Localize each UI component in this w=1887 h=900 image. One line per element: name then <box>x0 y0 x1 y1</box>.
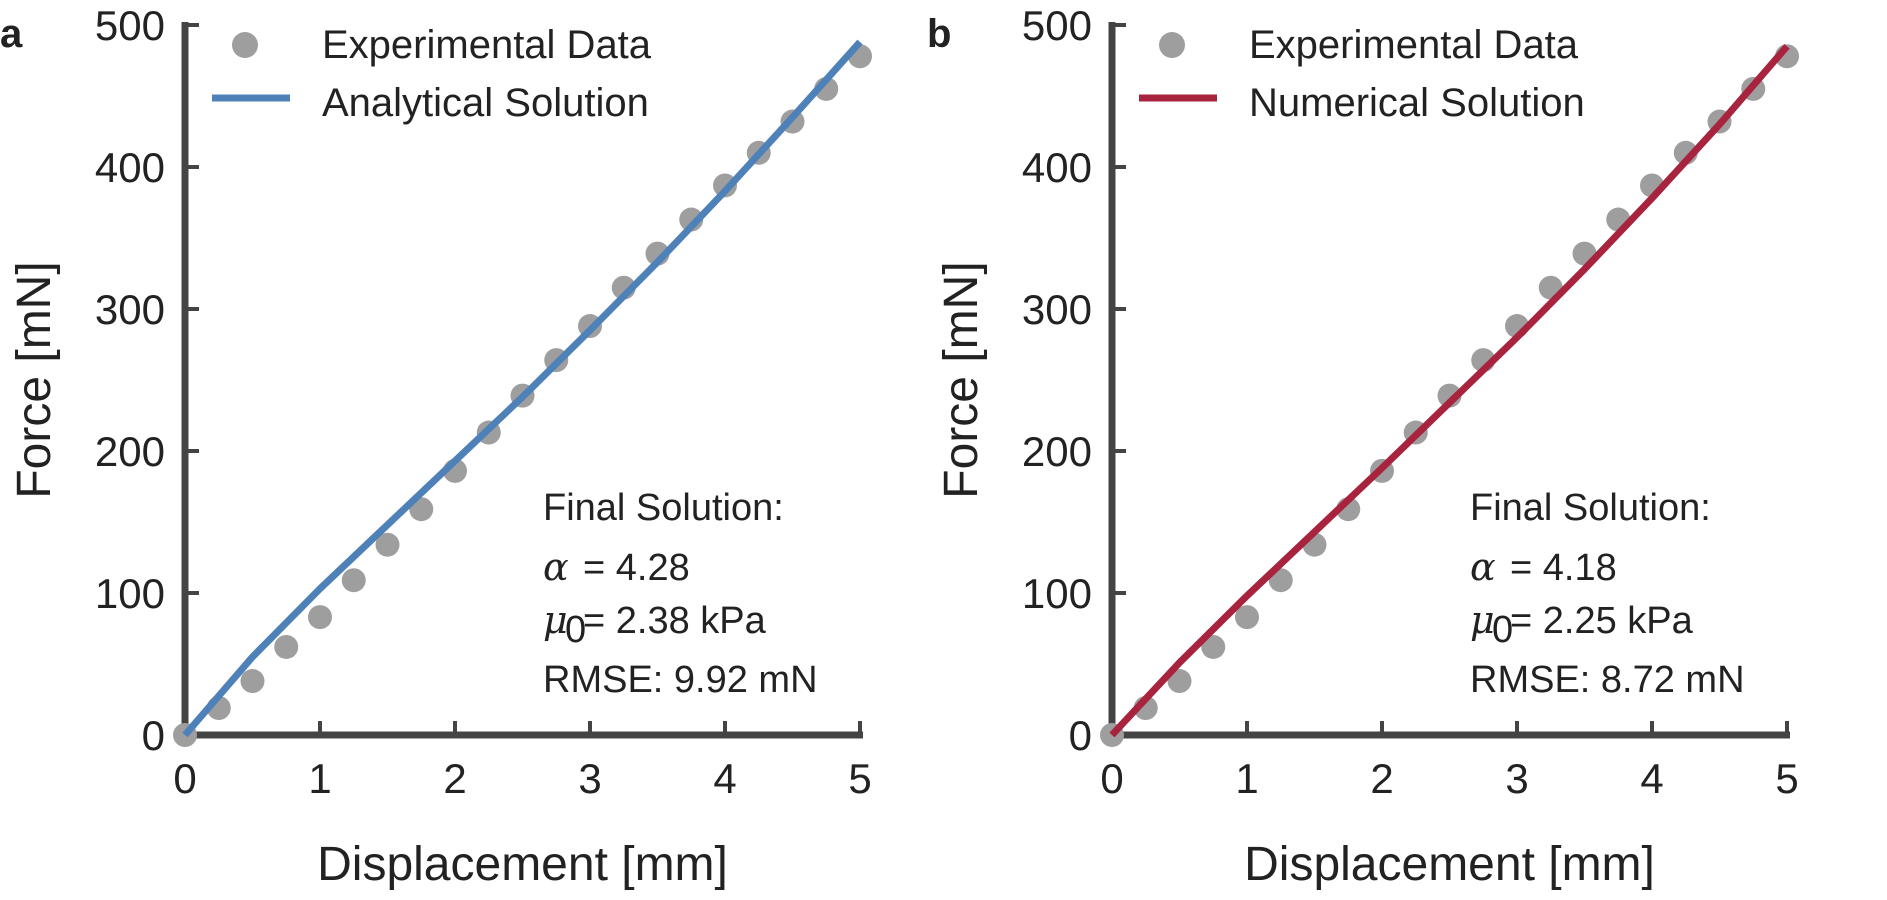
y-tick-label: 200 <box>95 428 165 475</box>
data-point <box>1201 634 1226 659</box>
y-tick-label: 0 <box>1069 712 1092 759</box>
y-tick-label: 300 <box>1022 286 1092 333</box>
rmse-value: RMSE: 8.72 mN <box>1470 659 1745 701</box>
mu-symbol: μ <box>543 598 568 642</box>
annotation: Final Solution: α = 4.18 μ0= 2.25 kPa RMSE: … <box>1470 487 1745 701</box>
alpha-value: = 4.18 <box>1510 547 1617 589</box>
data-point <box>1235 605 1259 630</box>
data-point <box>375 532 400 557</box>
panel-letter: a <box>0 12 23 56</box>
x-tick-label: 5 <box>848 755 871 802</box>
x-tick-label: 5 <box>1775 755 1798 802</box>
x-tick-label: 3 <box>1505 755 1528 802</box>
y-tick-label: 200 <box>1022 428 1092 475</box>
y-tick-label: 500 <box>1022 2 1092 49</box>
y-tick-label: 400 <box>95 144 165 191</box>
x-tick-label: 0 <box>173 755 196 802</box>
y-tick-label: 100 <box>1022 570 1092 617</box>
chart-panel-b: b 0 1 2 3 4 5 0 100 200 300 400 500 Displacement [mm]… <box>927 2 1799 891</box>
y-tick-label: 500 <box>95 2 165 49</box>
mu-symbol: μ <box>1470 598 1495 642</box>
legend-marker <box>232 32 258 58</box>
y-tick-label: 0 <box>142 712 165 759</box>
x-axis-title: Displacement [mm] <box>317 838 728 891</box>
legend-label: Analytical Solution <box>322 81 649 125</box>
legend: Experimental Data Analytical Solution <box>212 23 652 125</box>
annotation: Final Solution: α = 4.28 μ0= 2.38 kPa RMSE: … <box>543 487 818 701</box>
x-tick-label: 0 <box>1100 755 1123 802</box>
chart-panel-a: a 0 1 2 3 4 5 0 100 200 300 400 500 Displacement [mm]… <box>0 2 872 891</box>
x-tick-label: 1 <box>1235 755 1258 802</box>
data-point <box>1167 669 1192 694</box>
mu-value: = 2.25 kPa <box>1510 600 1694 642</box>
x-tick-label: 1 <box>308 755 331 802</box>
legend-label: Experimental Data <box>1249 23 1579 67</box>
series-line <box>182 39 863 738</box>
alpha-symbol: α <box>1470 545 1496 589</box>
legend-label: Experimental Data <box>322 23 652 67</box>
mu-subscript: 0 <box>1492 609 1513 651</box>
y-tick-label: 100 <box>95 570 165 617</box>
legend: Experimental Data Numerical Solution <box>1139 23 1585 125</box>
data-point <box>308 605 332 630</box>
data-point <box>679 207 704 232</box>
y-axis-title: Force [mN] <box>935 261 988 498</box>
series-line <box>1109 44 1790 738</box>
mu-subscript: 0 <box>565 609 586 651</box>
legend-marker <box>1159 32 1185 58</box>
data-point <box>240 669 265 694</box>
y-tick-label: 400 <box>1022 144 1092 191</box>
legend-label: Numerical Solution <box>1249 81 1585 125</box>
x-tick-label: 2 <box>443 755 466 802</box>
annotation-title: Final Solution: <box>1470 487 1711 529</box>
alpha-value: = 4.28 <box>583 547 690 589</box>
x-tick-label: 4 <box>713 755 736 802</box>
x-tick-label: 2 <box>1370 755 1393 802</box>
x-tick-label: 4 <box>1640 755 1663 802</box>
x-tick-label: 3 <box>578 755 601 802</box>
panel-letter: b <box>927 12 951 56</box>
x-axis-title: Displacement [mm] <box>1244 838 1655 891</box>
rmse-value: RMSE: 9.92 mN <box>543 659 818 701</box>
mu-value: = 2.38 kPa <box>583 600 767 642</box>
annotation-title: Final Solution: <box>543 487 784 529</box>
data-point <box>341 568 366 593</box>
y-axis-title: Force [mN] <box>8 261 61 498</box>
alpha-symbol: α <box>543 545 569 589</box>
data-point <box>274 634 299 659</box>
y-tick-label: 300 <box>95 286 165 333</box>
